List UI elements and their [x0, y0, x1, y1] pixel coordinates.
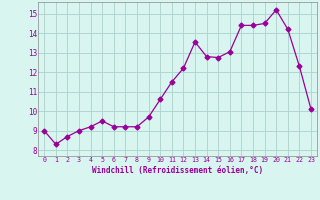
X-axis label: Windchill (Refroidissement éolien,°C): Windchill (Refroidissement éolien,°C) [92, 166, 263, 175]
